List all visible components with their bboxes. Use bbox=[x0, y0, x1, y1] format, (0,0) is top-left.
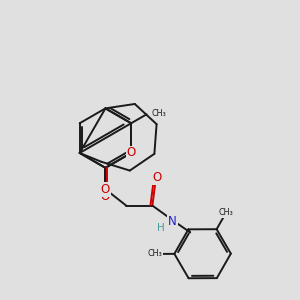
Text: O: O bbox=[101, 190, 110, 203]
Text: H: H bbox=[157, 224, 164, 233]
Text: CH₃: CH₃ bbox=[219, 208, 233, 217]
Text: O: O bbox=[101, 183, 110, 196]
Text: O: O bbox=[152, 171, 161, 184]
Text: N: N bbox=[168, 214, 177, 227]
Text: O: O bbox=[127, 146, 136, 160]
Text: CH₃: CH₃ bbox=[152, 109, 167, 118]
Text: CH₃: CH₃ bbox=[148, 249, 163, 258]
